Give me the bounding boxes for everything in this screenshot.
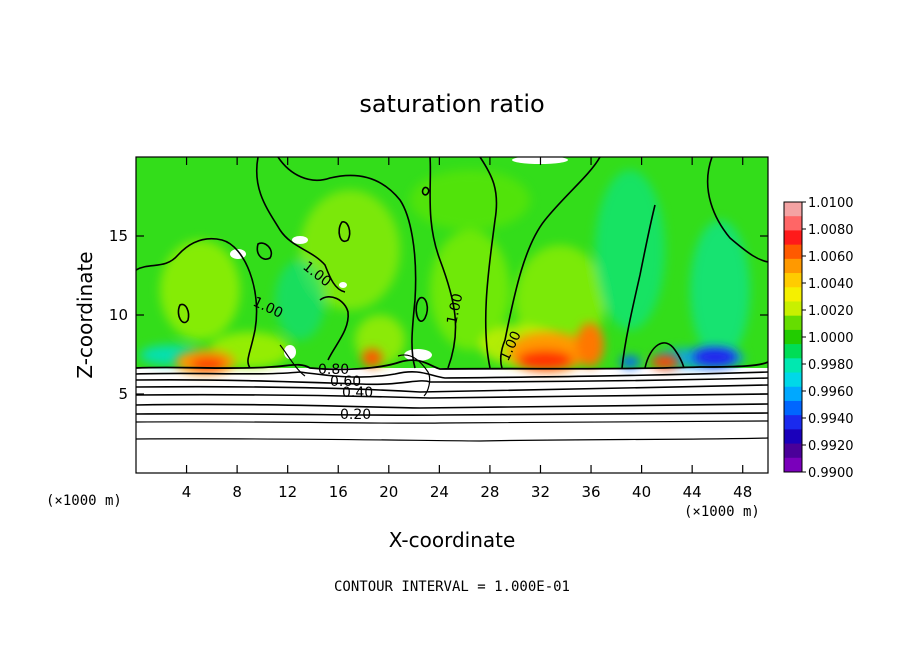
colorbar-label: 0.9940 xyxy=(808,412,854,427)
x-tick-label: 32 xyxy=(531,483,550,501)
colorbar xyxy=(783,201,803,473)
colorbar-label: 1.0020 xyxy=(808,304,854,319)
colorbar-swatch xyxy=(784,386,802,402)
x-tick-label: 20 xyxy=(379,483,398,501)
x-axis-unit: (×1000 m) xyxy=(684,504,760,520)
colorbar-label: 0.9900 xyxy=(808,466,854,481)
colorbar-swatch xyxy=(784,372,802,388)
y-tick-label: 5 xyxy=(118,385,128,403)
contours-upper xyxy=(136,157,768,369)
x-tick-label: 44 xyxy=(683,483,702,501)
colorbar-swatch xyxy=(784,301,802,317)
colorbar-label: 0.9960 xyxy=(808,385,854,400)
x-axis-label: X-coordinate xyxy=(389,528,516,552)
colorbar-labels: 1.0100 1.0080 1.0060 1.0040 1.0020 1.0000 0.99… xyxy=(802,196,854,481)
colorbar-swatch xyxy=(784,216,802,231)
colorbar-label: 1.0000 xyxy=(808,331,854,346)
colorbar-label: 1.0080 xyxy=(808,223,854,238)
plot-area: 1.00 1.00 1.00 1.00 0.80 0.60 0.40 0.20 xyxy=(136,157,768,473)
colorbar-label: 1.0100 xyxy=(808,196,854,211)
contour-label-8: 0.20 xyxy=(340,407,371,423)
colorbar-label: 0.9980 xyxy=(808,358,854,373)
contour-label-5: 0.80 xyxy=(318,362,349,378)
contour-label-6: 0.60 xyxy=(330,374,361,390)
colorbar-swatch xyxy=(784,273,802,288)
colorbar-swatch xyxy=(784,315,802,331)
x-tick-label: 16 xyxy=(329,483,348,501)
x-axis-ticks: 4 8 12 16 20 24 28 32 36 40 44 48 xyxy=(182,157,752,501)
colorbar-swatch xyxy=(784,287,802,302)
colorbar-swatch xyxy=(784,329,802,345)
colorbar-swatch xyxy=(784,344,802,359)
x-tick-label: 8 xyxy=(232,483,242,501)
colorbar-swatch xyxy=(784,429,802,445)
colorbar-swatch xyxy=(784,230,802,246)
y-axis-label: Z-coordinate xyxy=(73,251,97,378)
y-tick-label: 10 xyxy=(109,306,128,324)
chart-title: saturation ratio xyxy=(359,90,544,118)
x-tick-label: 48 xyxy=(733,483,752,501)
colorbar-swatch xyxy=(784,202,802,217)
colorbar-swatch xyxy=(784,457,802,473)
contour-interval-note: CONTOUR INTERVAL = 1.000E-01 xyxy=(334,579,570,595)
colorbar-swatch xyxy=(784,443,802,459)
colorbar-swatch xyxy=(784,358,802,374)
colorbar-swatch xyxy=(784,258,802,274)
colorbar-swatch xyxy=(784,415,802,430)
x-tick-label: 28 xyxy=(480,483,499,501)
colorbar-label: 1.0040 xyxy=(808,277,854,292)
x-tick-label: 36 xyxy=(581,483,600,501)
contours-lower xyxy=(136,344,768,442)
y-tick-label: 15 xyxy=(109,227,128,245)
y-axis-unit: (×1000 m) xyxy=(46,493,122,509)
colorbar-swatch xyxy=(784,244,802,260)
y-axis-ticks: 5 10 15 xyxy=(109,227,768,403)
colorbar-label: 1.0060 xyxy=(808,250,854,265)
x-tick-label: 24 xyxy=(430,483,449,501)
colorbar-label: 0.9920 xyxy=(808,439,854,454)
contour-label-3: 1.00 xyxy=(444,292,466,326)
x-tick-label: 4 xyxy=(182,483,192,501)
colorbar-swatch xyxy=(784,400,802,416)
x-tick-label: 40 xyxy=(632,483,651,501)
contour-label-7: 0.40 xyxy=(342,385,373,401)
x-tick-label: 12 xyxy=(278,483,297,501)
